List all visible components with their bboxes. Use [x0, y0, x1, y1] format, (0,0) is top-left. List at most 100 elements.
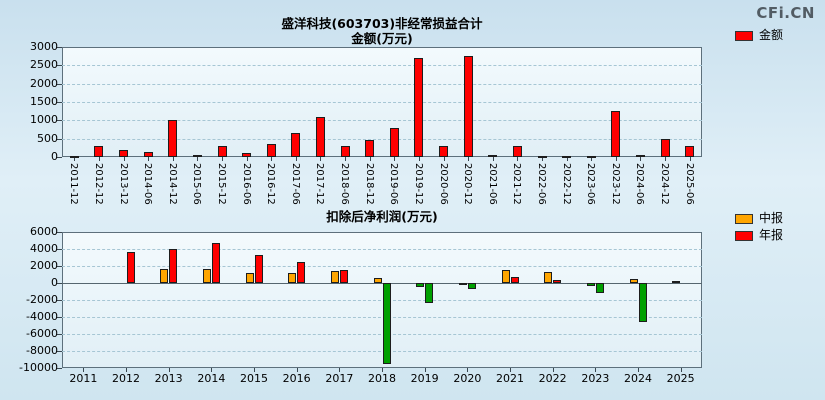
bar-中报-2021 [501, 270, 510, 283]
legend-label: 年报 [759, 228, 784, 242]
x-tick-label: 2018 [368, 372, 396, 385]
y-tick-label: 6000 [30, 225, 58, 238]
y-tick-label: 2500 [30, 58, 58, 72]
x-tick-label: 2017-12 [314, 163, 326, 205]
legend-swatch [735, 214, 753, 224]
y-tick [57, 351, 62, 352]
x-tick-label: 2018-06 [339, 163, 351, 205]
y-tick-label: 3000 [30, 40, 58, 53]
x-tick-label: 2022-12 [560, 163, 572, 205]
bar-金额-2025-06 [685, 146, 695, 157]
bar-金额-2023-12 [611, 111, 621, 157]
x-tick-label: 2024-06 [634, 163, 646, 205]
bar-年报-2022 [553, 279, 562, 283]
x-tick [640, 157, 642, 161]
top-chart-title: 盛洋科技(603703)非经常损益合计 [281, 16, 483, 31]
x-tick [517, 157, 519, 161]
gridline [62, 83, 702, 85]
x-tick [98, 157, 100, 161]
legend-label: 中报 [759, 211, 784, 225]
bar-金额-2024-06 [635, 154, 645, 157]
y-tick-label: -10000 [19, 361, 58, 374]
bar-中报-2022 [544, 271, 553, 283]
y-tick-label: -2000 [26, 293, 58, 306]
gridline [62, 138, 702, 140]
bar-金额-2023-06 [586, 155, 596, 158]
x-tick [443, 157, 445, 161]
bar-中报-2023 [586, 283, 595, 287]
x-tick [172, 157, 174, 161]
x-tick [418, 157, 420, 161]
y-tick [57, 83, 62, 85]
x-tick [83, 368, 85, 372]
x-tick [510, 368, 511, 372]
x-tick-label: 2018-12 [363, 163, 375, 205]
legend-label: 金额 [759, 28, 784, 42]
bar-年报-2013 [169, 249, 178, 283]
x-tick-label: 2022 [538, 372, 567, 385]
x-tick [638, 368, 639, 372]
gridline [62, 334, 702, 335]
bar-金额-2016-06 [242, 152, 252, 157]
bar-金额-2017-12 [315, 116, 325, 157]
gridline [62, 120, 702, 122]
x-tick [369, 157, 371, 161]
x-tick-label: 2012-12 [92, 163, 104, 205]
x-tick-label: 2021-12 [511, 163, 523, 205]
bar-年报-2020 [467, 283, 476, 290]
x-tick-label: 2023-06 [585, 163, 597, 205]
x-tick [689, 157, 691, 161]
cfi-cn-logo: CFi.CN [756, 4, 815, 22]
x-tick [595, 368, 597, 372]
bar-金额-2021-06 [488, 154, 498, 157]
y-tick [57, 157, 62, 158]
x-tick [492, 157, 494, 161]
x-tick-label: 2023-12 [609, 163, 621, 205]
zero-line [62, 283, 702, 284]
x-tick [123, 157, 125, 161]
x-tick-label: 2013-12 [117, 163, 129, 205]
bar-中报-2015 [245, 273, 254, 283]
bar-年报-2014 [211, 243, 220, 283]
bar-中报-2017 [330, 270, 339, 283]
x-tick [168, 368, 170, 372]
x-tick-label: 2014-06 [142, 163, 154, 205]
x-tick-label: 2020 [453, 372, 482, 385]
x-tick [552, 368, 554, 372]
y-tick [57, 300, 62, 301]
bar-中报-2013 [160, 268, 169, 283]
x-tick [345, 157, 347, 161]
y-tick-label: -6000 [26, 327, 58, 340]
bar-年报-2019 [425, 283, 434, 303]
bar-金额-2014-06 [143, 151, 153, 157]
bar-金额-2019-06 [389, 127, 399, 157]
y-tick [57, 65, 62, 67]
bar-中报-2024 [629, 278, 638, 283]
x-tick-label: 2022-06 [536, 163, 547, 205]
bar-金额-2022-06 [537, 155, 547, 158]
x-tick-label: 2020-12 [462, 163, 474, 205]
y-tick-label: 2000 [30, 76, 58, 90]
x-tick [222, 157, 223, 161]
x-tick [467, 368, 469, 372]
bar-金额-2018-06 [340, 146, 350, 157]
bar-金额-2017-06 [291, 133, 301, 157]
x-tick [271, 157, 273, 161]
bar-金额-2011-12 [69, 155, 79, 158]
x-tick [680, 368, 682, 372]
x-tick [126, 368, 127, 372]
y-tick [57, 317, 62, 318]
x-tick [339, 368, 341, 372]
x-tick-label: 2016-12 [265, 163, 277, 205]
bar-金额-2018-12 [365, 140, 375, 157]
x-tick-label: 2014 [197, 372, 226, 385]
bar-金额-2020-12 [463, 55, 473, 157]
bar-年报-2012 [126, 251, 135, 283]
y-tick-label: -4000 [26, 310, 58, 323]
x-tick-label: 2024 [624, 372, 652, 385]
bar-金额-2021-12 [512, 146, 522, 157]
x-tick [394, 157, 396, 161]
y-tick-label: 1000 [30, 113, 58, 127]
